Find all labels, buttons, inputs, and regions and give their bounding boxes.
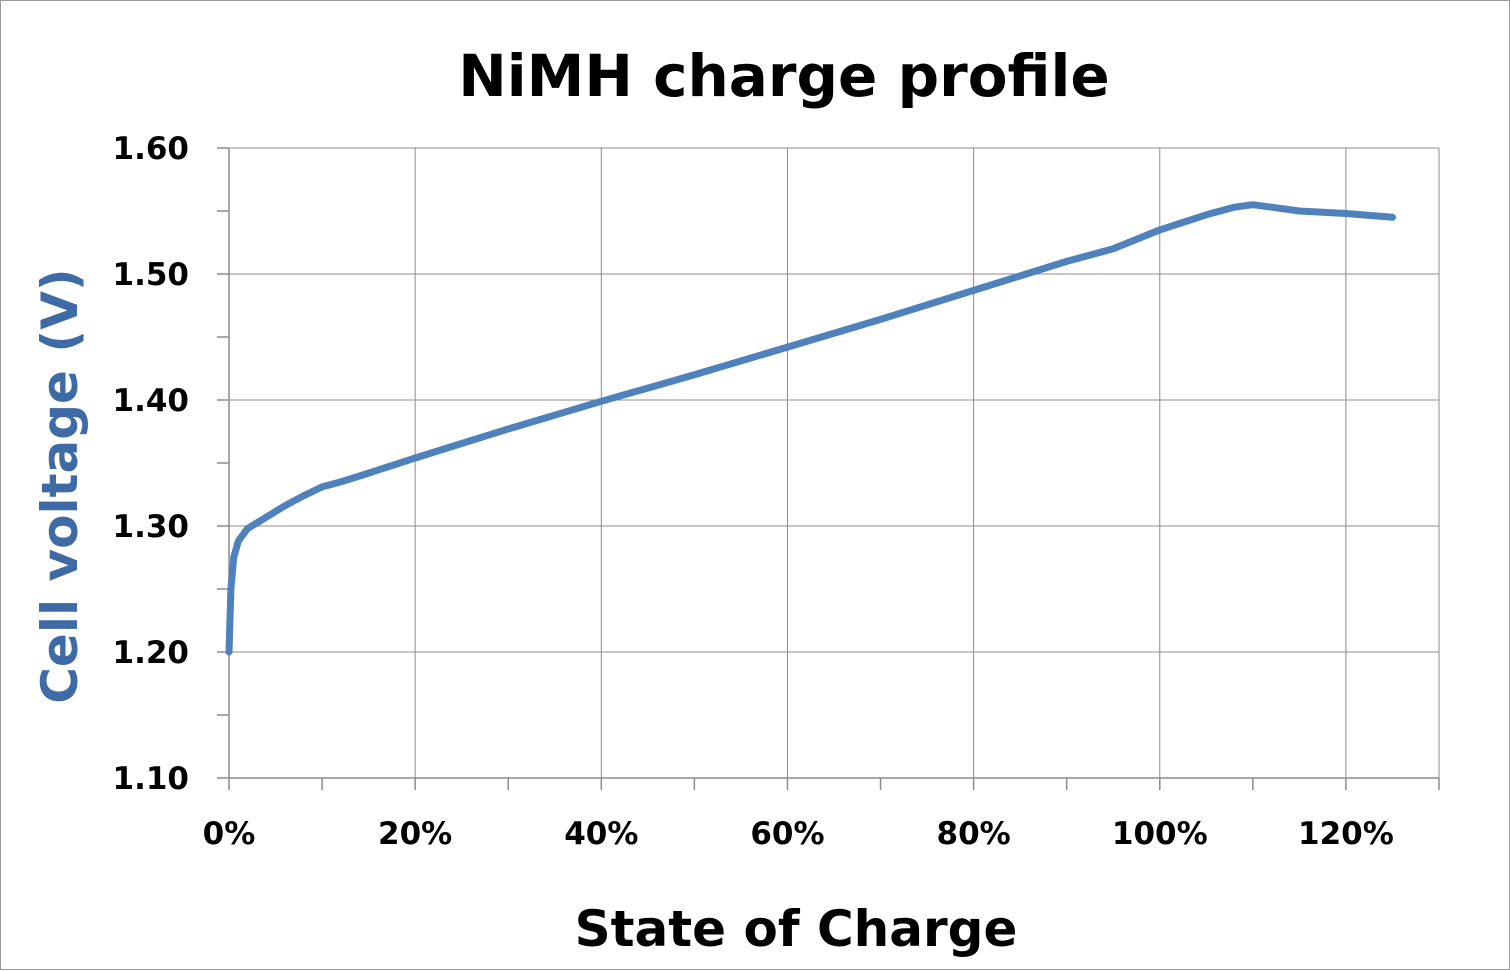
x-tick-label: 120% [1298,816,1394,852]
series-layer [225,201,1396,656]
y-tick-label: 1.40 [113,383,190,419]
x-tick-label: 60% [750,816,824,852]
x-axis-label: State of Charge [575,900,1018,958]
x-tick-label: 0% [203,816,256,852]
y-tick-label: 1.30 [113,509,190,545]
y-tick-label: 1.20 [113,635,190,671]
tick-labels: 1.10 1.20 1.30 1.40 1.50 1.60 0% 20% 40% 60% 80% 10… [113,131,1394,852]
axes [217,147,1440,790]
y-tick-label: 1.10 [113,761,190,797]
series-line [225,201,1396,656]
y-tick-label: 1.50 [113,257,190,293]
y-tick-label: 1.60 [113,131,190,167]
x-tick-label: 100% [1112,816,1208,852]
chart-title: NiMH charge profile [458,42,1110,110]
y-axis-label: Cell voltage (V) [31,268,89,704]
gridlines [229,147,1440,778]
x-tick-label: 20% [378,816,452,852]
x-tick-label: 40% [564,816,638,852]
x-tick-label: 80% [937,816,1011,852]
